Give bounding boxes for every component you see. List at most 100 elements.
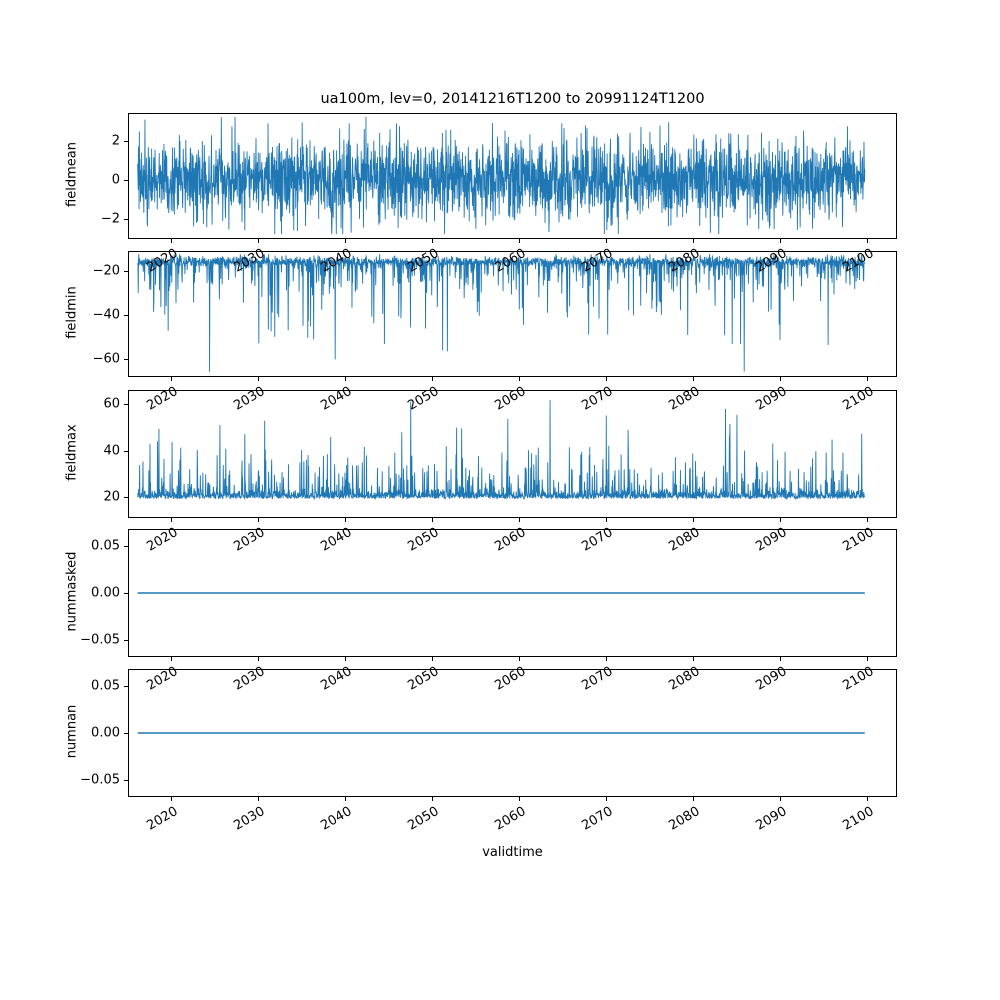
y-tick-label: 0.00 xyxy=(91,585,120,601)
x-tick-mark xyxy=(345,518,347,522)
x-tick-mark xyxy=(258,377,260,381)
plot-panel-fieldmean xyxy=(128,113,897,239)
y-tick-mark xyxy=(124,141,128,143)
data-line xyxy=(138,400,865,499)
x-tick-mark xyxy=(692,797,694,801)
x-tick-mark xyxy=(779,657,781,661)
x-tick-mark xyxy=(171,797,173,801)
x-tick-mark xyxy=(866,377,868,381)
y-tick-mark xyxy=(124,450,128,452)
plot-panel-fieldmin xyxy=(128,251,897,377)
y-tick-mark xyxy=(124,733,128,735)
x-tick-mark xyxy=(171,239,173,243)
data-line xyxy=(138,117,865,234)
series-nummasked xyxy=(129,530,896,656)
y-tick-mark xyxy=(124,315,128,317)
x-tick-mark xyxy=(519,518,521,522)
x-tick-mark xyxy=(345,797,347,801)
y-tick-mark xyxy=(124,545,128,547)
y-tick-mark xyxy=(124,359,128,361)
data-line xyxy=(138,254,865,371)
x-tick-mark xyxy=(432,797,434,801)
x-tick-mark xyxy=(692,518,694,522)
x-tick-mark xyxy=(345,239,347,243)
x-tick-mark xyxy=(171,518,173,522)
x-tick-mark xyxy=(866,518,868,522)
x-tick-mark xyxy=(258,518,260,522)
x-tick-mark xyxy=(432,657,434,661)
x-tick-mark xyxy=(692,657,694,661)
x-tick-label: 2060 xyxy=(492,804,529,834)
y-tick-mark xyxy=(124,404,128,406)
x-tick-mark xyxy=(605,657,607,661)
series-fieldmin xyxy=(129,252,896,376)
series-fieldmax xyxy=(129,391,896,517)
series-numnan xyxy=(129,670,896,796)
x-tick-mark xyxy=(519,657,521,661)
y-tick-mark xyxy=(124,218,128,220)
x-tick-mark xyxy=(171,657,173,661)
y-tick-mark xyxy=(124,593,128,595)
x-tick-mark xyxy=(258,657,260,661)
x-tick-mark xyxy=(692,239,694,243)
x-tick-mark xyxy=(171,377,173,381)
x-tick-mark xyxy=(605,797,607,801)
x-tick-mark xyxy=(432,377,434,381)
x-tick-mark xyxy=(258,239,260,243)
y-tick-label: 2 xyxy=(111,133,120,149)
y-tick-label: −60 xyxy=(92,351,120,367)
y-tick-mark xyxy=(124,497,128,499)
y-tick-label: −0.05 xyxy=(80,772,120,788)
x-tick-label: 2040 xyxy=(318,804,355,834)
x-tick-mark xyxy=(519,377,521,381)
y-tick-label: 20 xyxy=(103,489,120,505)
y-tick-mark xyxy=(124,270,128,272)
x-tick-label: 2080 xyxy=(666,804,703,834)
y-tick-mark xyxy=(124,780,128,782)
plot-panel-nummasked xyxy=(128,529,897,657)
x-tick-mark xyxy=(866,239,868,243)
x-tick-label: 2070 xyxy=(579,804,616,834)
x-tick-mark xyxy=(345,377,347,381)
x-tick-mark xyxy=(866,657,868,661)
x-tick-mark xyxy=(605,377,607,381)
x-tick-label: 2100 xyxy=(839,804,877,834)
y-tick-label: −20 xyxy=(92,263,120,279)
x-tick-mark xyxy=(432,518,434,522)
x-tick-label: 2020 xyxy=(144,804,181,834)
x-tick-mark xyxy=(605,518,607,522)
series-fieldmean xyxy=(129,114,896,238)
y-tick-label: 0.00 xyxy=(91,725,120,741)
x-tick-label: 2050 xyxy=(405,804,442,834)
x-tick-mark xyxy=(779,797,781,801)
y-tick-mark xyxy=(124,640,128,642)
y-tick-mark xyxy=(124,685,128,687)
y-tick-label: 0.05 xyxy=(91,678,120,694)
x-tick-label: 2090 xyxy=(753,804,790,834)
y-tick-label: −2 xyxy=(100,211,120,227)
y-tick-mark xyxy=(124,179,128,181)
x-tick-mark xyxy=(432,239,434,243)
y-tick-label: 40 xyxy=(103,443,120,458)
plot-panel-fieldmax xyxy=(128,390,897,518)
plot-panel-numnan xyxy=(128,669,897,797)
x-axis-label: validtime xyxy=(482,845,543,860)
y-tick-label: 0.05 xyxy=(91,538,120,554)
y-tick-label: 60 xyxy=(103,396,120,412)
figure-title: ua100m, lev=0, 20141216T1200 to 20991124… xyxy=(320,91,705,107)
x-tick-mark xyxy=(519,239,521,243)
x-tick-mark xyxy=(779,518,781,522)
x-tick-mark xyxy=(779,377,781,381)
x-tick-mark xyxy=(779,239,781,243)
x-tick-mark xyxy=(345,657,347,661)
x-tick-mark xyxy=(519,797,521,801)
x-tick-mark xyxy=(692,377,694,381)
x-tick-mark xyxy=(866,797,868,801)
x-tick-label: 2030 xyxy=(231,804,268,834)
y-tick-label: −0.05 xyxy=(80,632,120,648)
y-tick-label: 0 xyxy=(111,172,120,188)
x-tick-mark xyxy=(605,239,607,243)
x-tick-mark xyxy=(258,797,260,801)
y-tick-label: −40 xyxy=(92,307,120,323)
